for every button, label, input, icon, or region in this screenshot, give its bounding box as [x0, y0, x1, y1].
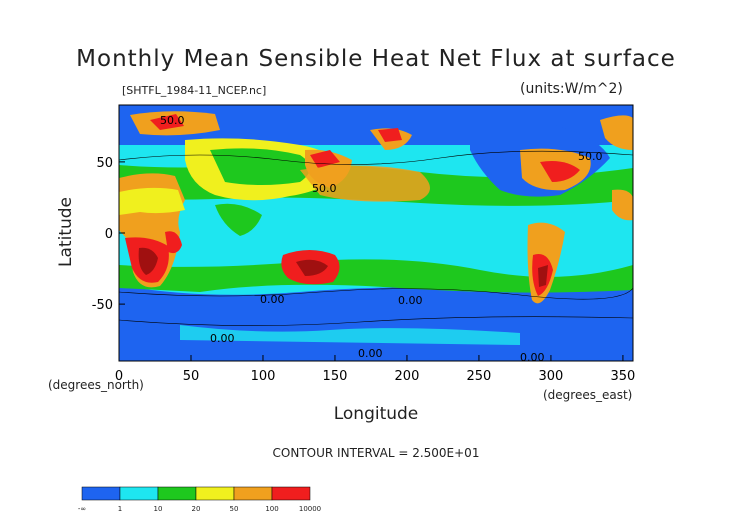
contour-label: 0.00 — [210, 332, 235, 345]
y-tick-label: -50 — [92, 298, 113, 313]
x-tick-label: 200 — [395, 369, 420, 384]
x-tick-label: 150 — [323, 369, 348, 384]
y-unit-label: (degrees_north) — [48, 378, 144, 392]
australia-core — [296, 259, 328, 276]
north-atlantic-east — [612, 189, 633, 221]
colorbar — [81, 486, 311, 501]
file-name-label: [SHTFL_1984-11_NCEP.nc] — [122, 84, 267, 97]
chart-title: Monthly Mean Sensible Heat Net Flux at s… — [76, 46, 676, 72]
colorbar-level-label: 10 — [153, 505, 163, 513]
contour-label: 50.0 — [160, 114, 185, 127]
x-axis-label: Longitude — [333, 404, 419, 424]
colorbar-swatch — [81, 486, 121, 501]
contour-label: 0.00 — [398, 294, 423, 307]
units-label: (units:W/m^2) — [520, 81, 623, 97]
colorbar-swatch — [157, 486, 197, 501]
greenland-land — [600, 115, 633, 150]
colorbar-level-label: 50 — [229, 505, 239, 513]
colorbar-swatch — [195, 486, 235, 501]
contour-line — [119, 316, 633, 326]
southern-ocean-band — [119, 282, 633, 325]
contour-label: 0.00 — [358, 347, 383, 360]
contour-line — [119, 150, 633, 165]
colorbar-level-label: 100 — [265, 505, 279, 513]
southern-cyan-streak — [180, 325, 520, 345]
y-tick-label: 0 — [105, 227, 113, 242]
y-axis-ticks: -50 0 50 — [92, 156, 125, 313]
x-tick-label: 350 — [611, 369, 636, 384]
contour-interval-label: CONTOUR INTERVAL = 2.500E+01 — [272, 446, 480, 460]
kamchatka-hot — [378, 128, 402, 142]
colorbar-level-label: 1 — [117, 505, 123, 513]
contour-label: 0.00 — [520, 351, 545, 364]
x-tick-label: 250 — [467, 369, 492, 384]
north-pacific-orange — [300, 165, 430, 202]
southern-africa-core — [138, 247, 158, 275]
east-africa-hot — [165, 231, 182, 254]
colorbar-swatch — [271, 486, 311, 501]
north-america-hot — [540, 161, 580, 182]
map-field — [119, 105, 633, 361]
tropical-cyan-patch — [240, 205, 400, 227]
colorbar-level-label: 20 — [191, 505, 201, 513]
x-tick-label: 50 — [183, 369, 200, 384]
colorbar-level-label: -∞ — [77, 505, 87, 513]
x-unit-label: (degrees_east) — [543, 388, 633, 402]
sahara-yellow — [119, 187, 185, 215]
x-tick-label: 300 — [539, 369, 564, 384]
india-land — [215, 203, 262, 236]
south-green-band — [119, 259, 633, 293]
colorbar-swatch — [119, 486, 159, 501]
contour-line — [119, 287, 633, 300]
scandinavia-hot — [150, 114, 184, 130]
x-tick-label: 100 — [251, 369, 276, 384]
contour-label: 50.0 — [312, 182, 337, 195]
x-tick-label: 0 — [115, 369, 123, 384]
central-asia-green — [210, 148, 310, 185]
x-axis-ticks: 0 50 100 150 200 250 300 350 — [115, 355, 635, 384]
colorbar-swatch — [233, 486, 273, 501]
contour-label: 0.00 — [260, 293, 285, 306]
south-america-core — [538, 265, 548, 287]
colorbar-level-label: 10000 — [298, 505, 322, 513]
contour-label: 50.0 — [578, 150, 603, 163]
y-tick-label: 50 — [96, 156, 113, 171]
